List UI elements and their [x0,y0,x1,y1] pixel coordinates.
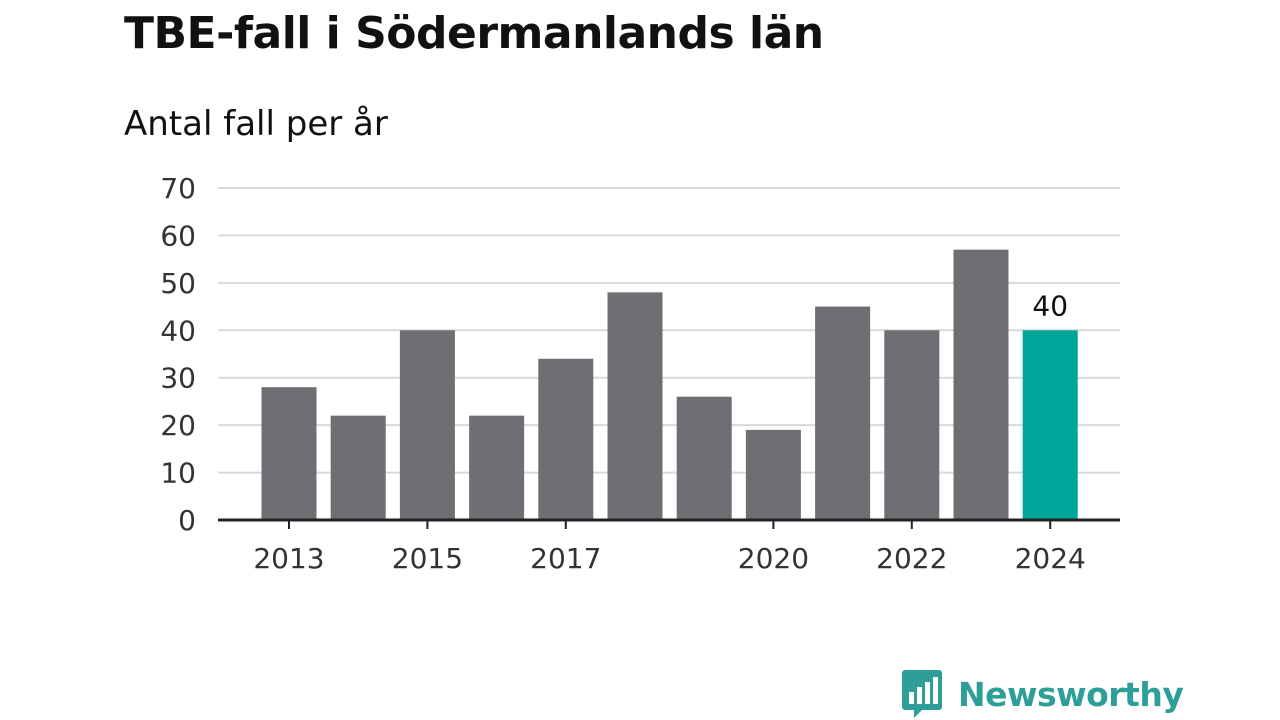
bar-2022 [884,330,940,520]
chart-subtitle: Antal fall per år [124,104,388,144]
bar-2019 [676,396,732,520]
chart-title: TBE-fall i Södermanlands län [124,8,824,59]
bar-2021 [815,306,871,520]
bar-2024 [1022,330,1078,520]
y-tick-label: 20 [160,409,196,442]
bar-2020 [745,429,801,520]
x-tick-label: 2022 [876,542,947,575]
x-tick-label: 2017 [530,542,601,575]
y-tick-label: 10 [160,457,196,490]
x-axis-ticks: 2013 2015 2017 2020 2022 2024 [253,520,1086,575]
data-labels: 40 [1032,289,1068,322]
newsworthy-logo-icon [902,670,942,718]
data-label: 40 [1032,289,1068,322]
y-tick-label: 40 [160,314,196,347]
y-tick-label: 70 [160,172,196,205]
x-tick-label: 2013 [253,542,324,575]
x-tick-label: 2020 [738,542,809,575]
bar-2015 [399,330,455,520]
brand-name: Newsworthy [958,674,1184,714]
bars [261,249,1078,520]
bar-2013 [261,387,317,520]
y-tick-label: 30 [160,362,196,395]
x-tick-label: 2015 [392,542,463,575]
y-tick-label: 50 [160,267,196,300]
bar-2023 [953,249,1009,520]
bar-2016 [469,415,525,520]
y-axis-ticks: 0 10 20 30 40 50 60 70 [160,172,196,537]
x-tick-label: 2024 [1015,542,1086,575]
bar-2014 [330,415,386,520]
y-tick-label: 60 [160,219,196,252]
y-tick-label: 0 [178,504,196,537]
bar-2018 [607,292,663,520]
newsworthy-logo: Newsworthy [902,670,1184,718]
bar-2017 [538,358,594,520]
